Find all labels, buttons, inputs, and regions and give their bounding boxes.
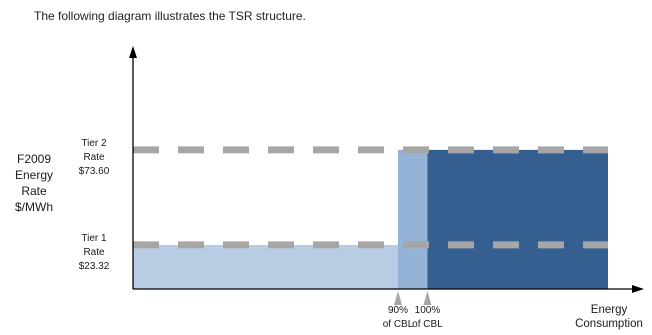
rate-segments (133, 149, 608, 289)
tier-label-1-line: $23.32 (79, 261, 110, 272)
tier-label-1-line: Tier 1 (81, 233, 107, 244)
y-axis-label-line: $/MWh (15, 200, 53, 214)
x-axis-label-line: Energy (591, 304, 628, 316)
y-axis-label-line: Rate (21, 184, 47, 198)
cbl-marker-label-100-line: of CBL (412, 319, 443, 330)
y-axis-label: F2009 Energy Rate $/MWh (15, 152, 53, 214)
y-axis-arrow-icon (129, 46, 137, 58)
cbl-marker-label-90-line: of CBL (383, 319, 414, 330)
x-axis-arrow-icon (632, 285, 644, 293)
chart-labels: Tier 2 Rate $73.60 Tier 1 Rate $23.32 F2009 Ene… (15, 138, 643, 330)
tier-label-0-line: Tier 2 (81, 138, 107, 149)
x-axis-label-line: Consumption (575, 318, 643, 330)
x-axis-label: Energy Consumption (575, 304, 643, 330)
y-axis-label-line: Energy (15, 168, 53, 182)
rate-segment-1 (398, 149, 428, 289)
cbl-marker-icon (423, 291, 432, 305)
tier-rate-lines (133, 146, 608, 249)
tier-label-0-line: Rate (83, 152, 105, 163)
tier-label-1-line: Rate (83, 247, 105, 258)
y-axis-label-line: F2009 (17, 152, 51, 166)
axes (129, 46, 644, 293)
intro-text: The following diagram illustrates the TS… (34, 9, 306, 23)
cbl-marker-label-100: 100% of CBL (412, 305, 443, 330)
cbl-marker-label-90-line: 90% (388, 305, 408, 316)
tier-label-0-line: $73.60 (79, 166, 110, 177)
cbl-marker-label-90: 90% of CBL (383, 305, 414, 330)
rate-segment-2 (427, 149, 608, 289)
cbl-marker-icon (394, 291, 402, 305)
tier-label-1: Tier 1 Rate $23.32 (79, 233, 110, 272)
rate-segment-0 (133, 244, 398, 289)
cbl-marker-label-100-line: 100% (415, 305, 441, 316)
tier-label-0: Tier 2 Rate $73.60 (79, 138, 110, 177)
